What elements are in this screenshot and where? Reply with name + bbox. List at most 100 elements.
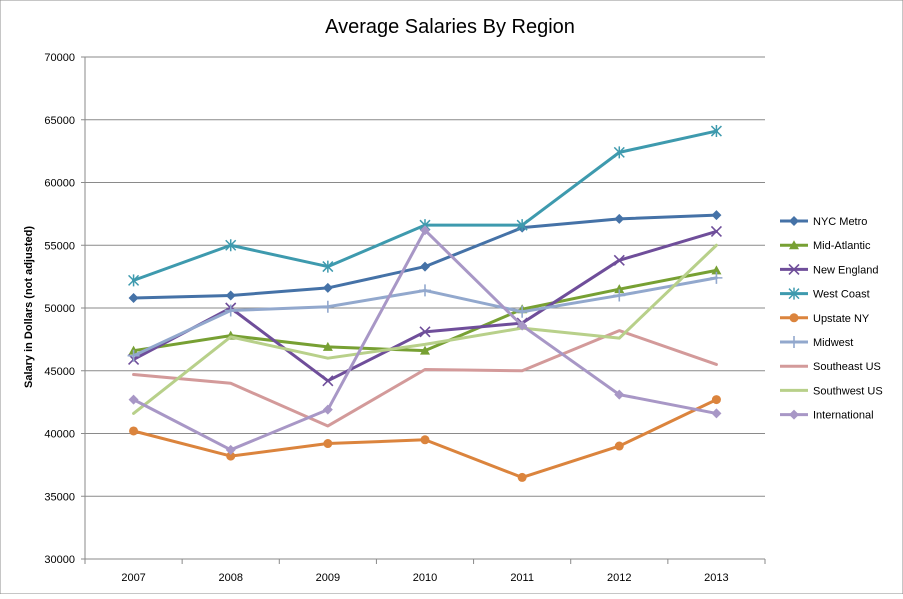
- legend-label: Mid-Atlantic: [813, 240, 871, 252]
- triangle-marker: [711, 265, 722, 275]
- diamond-marker: [614, 389, 625, 400]
- data-point: [322, 341, 333, 351]
- diamond-marker: [517, 320, 528, 331]
- plus-marker: [419, 284, 431, 297]
- circle-marker: [420, 435, 430, 445]
- legend-label: NYC Metro: [813, 216, 867, 228]
- data-point: [128, 292, 139, 303]
- data-point: [613, 289, 626, 302]
- legend-item: Mid-Atlantic: [780, 240, 871, 252]
- legend-item: Midwest: [780, 336, 853, 349]
- data-point: [711, 395, 721, 405]
- x-tick-label: 2009: [316, 572, 340, 584]
- legend-label: Upstate NY: [813, 313, 870, 325]
- data-point: [128, 394, 139, 405]
- star-marker: [710, 125, 722, 138]
- plus-marker: [321, 300, 334, 313]
- data-point: [710, 225, 722, 238]
- legend-label: International: [813, 410, 874, 422]
- diamond-marker: [711, 210, 722, 221]
- plus-marker: [613, 289, 626, 302]
- x-marker: [322, 375, 334, 387]
- data-point: [322, 404, 333, 415]
- legend-item: New England: [780, 263, 878, 276]
- data-point: [127, 349, 140, 362]
- data-point: [711, 408, 722, 419]
- plot-area: 30000 35000 40000 45000 50000 55000 60000 65000…: [44, 52, 766, 584]
- circle-marker: [789, 313, 799, 323]
- circle-marker: [711, 395, 721, 405]
- y-tick-label: 35000: [44, 491, 75, 503]
- plus-marker: [127, 349, 140, 362]
- legend-item: International: [780, 409, 874, 422]
- y-tick-label: 40000: [44, 429, 75, 441]
- x-marker: [788, 263, 800, 275]
- data-point: [420, 225, 430, 236]
- data-point: [614, 441, 624, 451]
- x-marker: [710, 225, 722, 238]
- legend-item: Southeast US: [780, 361, 881, 373]
- data-point: [419, 326, 431, 338]
- triangle-marker: [420, 345, 430, 355]
- data-point: [613, 254, 625, 266]
- y-tick-label: 45000: [44, 366, 75, 378]
- series-midwest: [127, 271, 723, 362]
- x-tick-label: 2013: [704, 572, 728, 584]
- data-point: [614, 213, 625, 224]
- circle-marker: [614, 441, 624, 451]
- x-tick-label: 2010: [413, 572, 437, 584]
- diamond-marker: [711, 408, 722, 419]
- x-tick-label: 2008: [218, 572, 242, 584]
- data-point: [225, 239, 237, 252]
- series-line: [132, 329, 718, 428]
- data-point: [323, 439, 333, 449]
- data-point: [517, 472, 527, 482]
- triangle-marker: [789, 240, 799, 250]
- circle-marker: [129, 426, 139, 436]
- series-west-coast: [128, 125, 722, 287]
- data-point: [516, 305, 529, 318]
- data-point: [516, 219, 528, 232]
- y-axis-label: Salary in Dollars (not adjusted): [23, 226, 35, 388]
- data-point: [322, 282, 333, 293]
- data-point: [614, 389, 625, 400]
- series-line: [132, 243, 718, 415]
- y-tick-label: 30000: [44, 554, 75, 566]
- chart-title: Average Salaries By Region: [325, 16, 575, 38]
- y-tick-label: 55000: [44, 240, 75, 252]
- diamond-marker: [789, 216, 799, 226]
- data-point: [420, 261, 430, 272]
- data-point: [710, 271, 723, 284]
- diamond-marker: [789, 409, 799, 420]
- diamond-marker: [420, 225, 430, 236]
- plus-marker: [224, 304, 237, 317]
- x-marker: [613, 254, 625, 266]
- legend-item: NYC Metro: [780, 216, 867, 228]
- star-marker: [128, 274, 140, 287]
- triangle-marker: [614, 284, 625, 294]
- data-point: [613, 146, 625, 159]
- circle-marker: [323, 439, 333, 449]
- series-international: [128, 225, 722, 455]
- data-point: [711, 210, 722, 221]
- diamond-marker: [420, 261, 430, 272]
- diamond-marker: [322, 404, 333, 415]
- data-point: [710, 125, 722, 138]
- data-point: [321, 300, 334, 313]
- data-point: [517, 320, 528, 331]
- diamond-marker: [225, 290, 236, 301]
- star-marker: [322, 260, 334, 273]
- legend-label: West Coast: [813, 289, 870, 301]
- legend-label: Southwest US: [813, 385, 883, 397]
- x-tick-label: 2011: [510, 572, 534, 584]
- data-point: [225, 444, 236, 455]
- plus-marker: [710, 271, 723, 284]
- legend-item: West Coast: [780, 287, 870, 301]
- legend-item: Southwest US: [780, 385, 883, 397]
- data-point: [322, 375, 334, 387]
- data-point: [129, 426, 139, 436]
- series-upstate-ny: [129, 395, 721, 482]
- legend-label: Midwest: [813, 337, 853, 349]
